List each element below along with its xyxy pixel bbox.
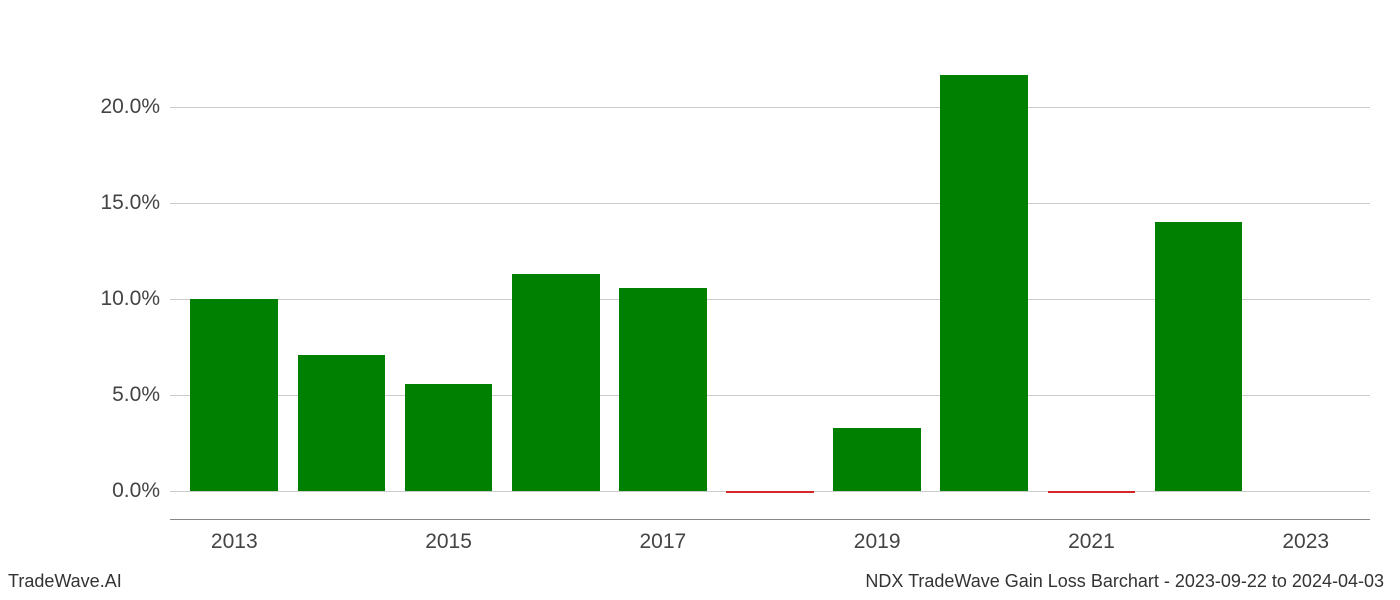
bar (512, 274, 600, 491)
bar (405, 384, 493, 492)
footer-left-text: TradeWave.AI (8, 571, 122, 592)
y-tick-label: 5.0% (112, 383, 160, 407)
x-tick-label: 2023 (1282, 530, 1329, 554)
x-tick-label: 2017 (639, 530, 686, 554)
bar (833, 428, 921, 491)
bar (190, 299, 278, 491)
x-tick-label: 2021 (1068, 530, 1115, 554)
bar (1155, 222, 1243, 491)
bar (940, 75, 1028, 492)
bar (619, 288, 707, 492)
bar (298, 355, 386, 491)
bar (726, 491, 814, 493)
grid-line (170, 107, 1370, 108)
x-tick-label: 2015 (425, 530, 472, 554)
y-tick-label: 10.0% (100, 287, 160, 311)
grid-line (170, 203, 1370, 204)
bar (1048, 491, 1136, 493)
plot-area (170, 40, 1370, 520)
y-tick-label: 15.0% (100, 191, 160, 215)
y-tick-label: 20.0% (100, 95, 160, 119)
chart-container (170, 40, 1370, 520)
footer-right-text: NDX TradeWave Gain Loss Barchart - 2023-… (865, 571, 1384, 592)
y-tick-label: 0.0% (112, 479, 160, 503)
x-tick-label: 2013 (211, 530, 258, 554)
x-tick-label: 2019 (854, 530, 901, 554)
